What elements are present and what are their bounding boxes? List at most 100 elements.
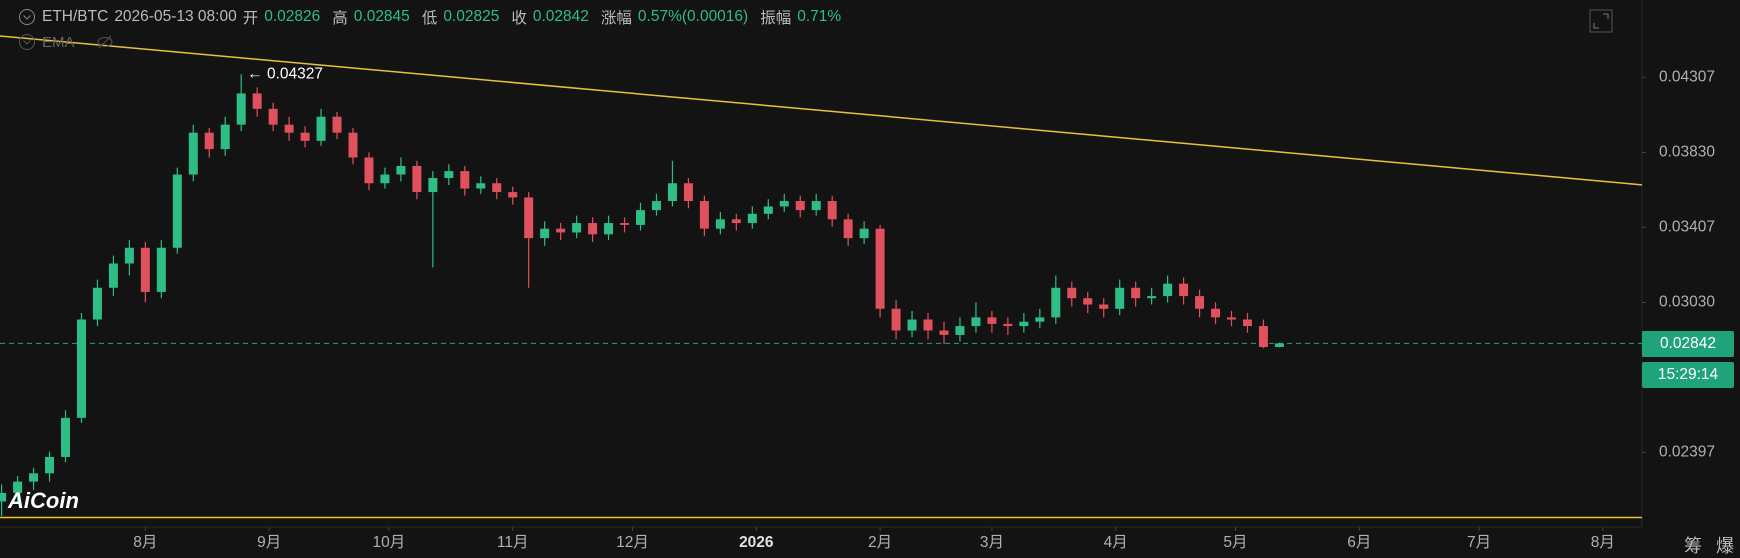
candle-body	[1163, 283, 1173, 297]
x-tick-label: 8月	[1591, 534, 1615, 551]
x-tick-label: 8月	[133, 534, 157, 551]
fullscreen-icon[interactable]	[1589, 9, 1613, 33]
candle-body	[1067, 287, 1077, 299]
candle-body	[667, 183, 677, 202]
candle-body	[29, 473, 39, 482]
label: 振幅	[760, 10, 792, 27]
candle-body	[955, 326, 965, 335]
collapse-icon[interactable]	[18, 33, 36, 51]
candle-body	[108, 263, 118, 288]
candle-body	[1035, 317, 1045, 322]
candle-body	[1083, 298, 1093, 305]
candle-body	[1099, 304, 1109, 309]
button[interactable]: 爆	[1716, 536, 1734, 556]
value: 0.57%(0.00016)	[637, 8, 749, 25]
candle-body	[316, 116, 326, 141]
candle-body	[1115, 287, 1125, 309]
candle-body	[252, 93, 262, 109]
candle-body	[811, 201, 821, 211]
candle-body	[859, 228, 869, 239]
candle-body	[620, 223, 630, 225]
candle-body	[428, 178, 438, 193]
candle-body	[396, 165, 406, 175]
candle-body	[1003, 323, 1013, 327]
x-tick-label: 7月	[1467, 534, 1491, 551]
value: 0.02825	[443, 8, 500, 25]
candle-body	[92, 287, 102, 320]
label: 收	[511, 10, 527, 27]
y-tick-label: 0.03407	[1659, 218, 1715, 235]
x-tick-label: 9月	[257, 534, 281, 551]
candle-body	[45, 456, 55, 474]
x-tick-label: 6月	[1347, 534, 1371, 551]
candle-body	[715, 219, 725, 229]
value: 0.02842	[532, 8, 589, 25]
candle-body	[939, 330, 949, 335]
y-tick-label: 0.03030	[1659, 293, 1715, 310]
value: 0.02826	[264, 8, 321, 25]
candle-body	[1227, 317, 1236, 320]
candle-body	[140, 247, 150, 292]
header: ETH/BTC 2026-05-13 08:00 开 0.02826 高 0.028…	[18, 6, 847, 28]
candle-body	[172, 174, 182, 248]
candle-body	[1211, 308, 1221, 318]
candle-body	[60, 417, 70, 457]
annotation: ← 0.04327	[247, 65, 323, 82]
candle-body	[556, 228, 566, 233]
candle-body	[444, 171, 454, 179]
indicator-row: EMA	[18, 33, 115, 51]
symbol: ETH/BTC	[42, 8, 109, 25]
candle-body	[636, 210, 646, 225]
candle-body	[1274, 343, 1284, 348]
label: 低	[421, 10, 438, 27]
candle-body	[236, 93, 246, 125]
candle-body	[907, 319, 917, 331]
x-tick-label: 2026	[739, 534, 774, 551]
indicator[interactable]: EMA	[42, 33, 75, 51]
candle-body	[13, 481, 23, 493]
candle-body	[0, 492, 7, 502]
collapse-icon[interactable]	[18, 8, 36, 26]
candle-body	[76, 319, 86, 418]
x-tick-label: 3月	[980, 534, 1004, 551]
candle-body	[1051, 287, 1061, 318]
y-tick-label: 0.02397	[1659, 443, 1715, 460]
x-tick-label: 2月	[868, 534, 892, 551]
label: 高	[332, 10, 348, 27]
candle-body	[731, 219, 741, 224]
candle-body	[875, 228, 885, 309]
candle-body	[827, 201, 837, 220]
candle-body	[987, 317, 997, 324]
x-tick-label: 11月	[497, 534, 529, 551]
candle-body	[156, 247, 166, 292]
x-tick-label: 12月	[616, 534, 649, 551]
candle-body	[683, 183, 693, 202]
candle-body	[348, 132, 358, 158]
candle-body	[364, 157, 374, 184]
countdown: 15:29:14	[1642, 362, 1734, 388]
hide-icon[interactable]	[95, 33, 115, 51]
button[interactable]: 筹	[1684, 536, 1702, 556]
candle-body	[508, 192, 518, 198]
candle-body	[971, 317, 981, 327]
candle-body	[1019, 321, 1029, 327]
y-tick-label: 0.03830	[1659, 144, 1715, 161]
logo: AiCoin	[8, 488, 79, 513]
candle-body	[412, 165, 422, 193]
candle-body	[588, 223, 598, 235]
candle-body	[795, 201, 805, 211]
candle-body	[923, 319, 933, 331]
candle-body	[124, 247, 134, 264]
candle-body	[843, 219, 853, 239]
candle-body	[1258, 326, 1268, 348]
y-tick-label: 0.04307	[1659, 68, 1715, 85]
x-tick-label: 5月	[1223, 534, 1247, 551]
label: 开	[242, 10, 259, 27]
candle-body	[572, 223, 582, 233]
candle-body	[492, 183, 502, 193]
last-price-tag: 0.02842	[1642, 331, 1734, 357]
candle-body	[1147, 296, 1157, 299]
candle-body	[300, 132, 310, 141]
candle-body	[332, 116, 342, 133]
